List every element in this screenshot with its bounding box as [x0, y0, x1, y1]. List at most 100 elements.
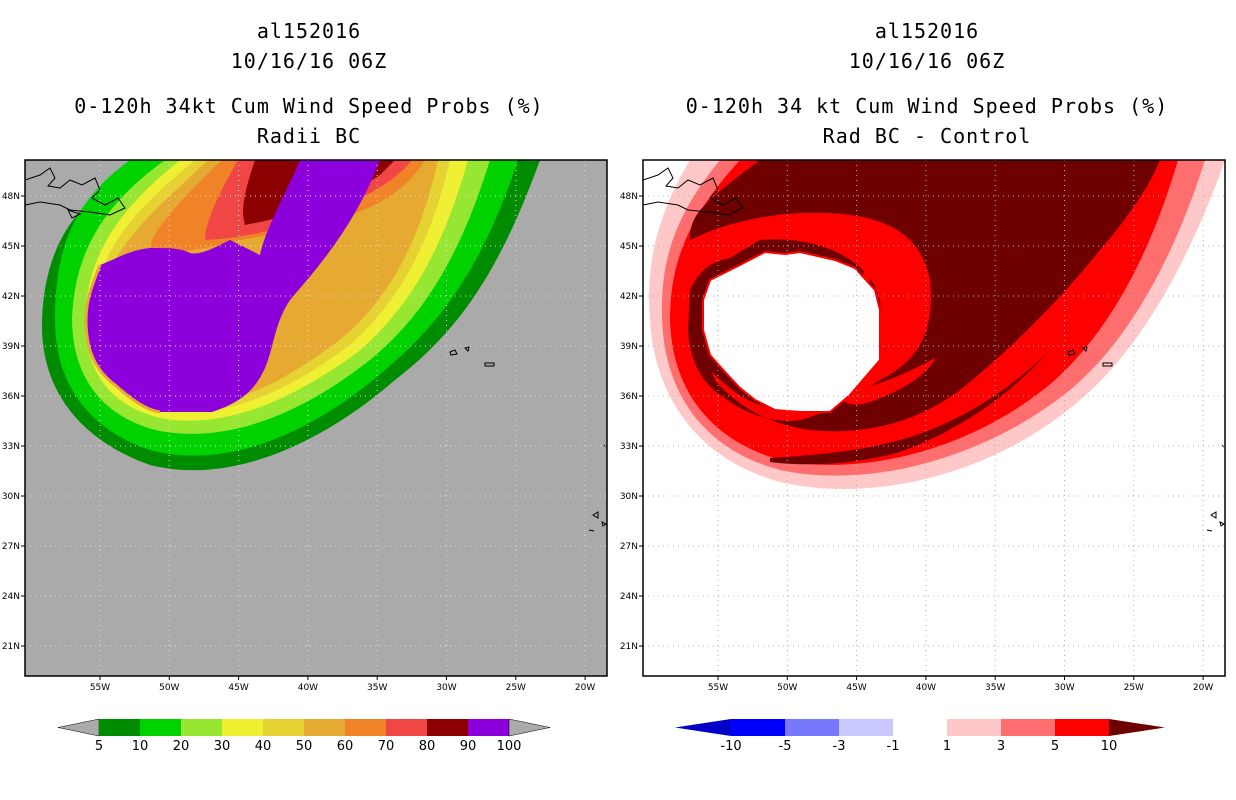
colorbar-swatch — [345, 719, 386, 736]
colorbar-label: 50 — [296, 739, 313, 754]
colorbar-swatch — [785, 719, 839, 736]
left-storm-id: al152016 — [256, 19, 362, 43]
lon-label: 50W — [159, 683, 179, 693]
left-gridlines — [25, 160, 607, 676]
right-map: 48N 45N 42N 39N 36N 33N 30N 27N 24N 21N 55W 50W 45W… — [620, 159, 1226, 693]
colorbar-label: -3 — [833, 739, 846, 754]
lat-label: 45N — [620, 242, 638, 252]
lon-label: 25W — [506, 683, 526, 693]
colorbar-swatch — [731, 719, 785, 736]
lat-label: 48N — [620, 192, 638, 202]
colorbar-label: 60 — [337, 739, 354, 754]
left-chart-subtitle: Radii BC — [256, 124, 362, 148]
left-lon-labels: 55W 50W 45W 40W 35W 30W 25W 20W — [90, 676, 595, 693]
colorbar-label: 10 — [1101, 739, 1118, 754]
colorbar-swatch — [893, 719, 947, 736]
colorbar-swatch — [427, 719, 468, 736]
left-map-frame — [24, 159, 608, 677]
diff-contour-gt10-band — [770, 350, 1050, 465]
lon-label: 25W — [1124, 683, 1144, 693]
lon-label: 50W — [777, 683, 797, 693]
lat-label: 30N — [2, 492, 20, 502]
colorbar-right-arrow — [508, 718, 551, 737]
contour-edge — [84, 264, 161, 414]
colorbar-swatch — [222, 719, 263, 736]
lat-label: 21N — [2, 642, 20, 652]
right-storm-id: al152016 — [874, 19, 980, 43]
colorbar-label: 1 — [943, 739, 951, 754]
right-lon-labels: 55W 50W 45W 40W 35W 30W 25W 20W — [708, 676, 1213, 693]
lon-label: 20W — [1193, 683, 1213, 693]
lon-label: 55W — [90, 683, 110, 693]
colorbar-label: 90 — [460, 739, 477, 754]
colorbar-label: 10 — [132, 739, 149, 754]
colorbar-swatch — [947, 719, 1001, 736]
left-probability-contours — [41, 160, 541, 471]
colorbar-swatch — [1001, 719, 1055, 736]
colorbar-swatch — [468, 719, 509, 736]
diff-contour-inner-band — [840, 358, 935, 405]
left-colorbar: 5 10 20 30 40 50 60 70 80 90 100 — [57, 718, 551, 754]
diff-contour-zero-hole — [702, 250, 881, 413]
right-chart-title: 0-120h 34 kt Cum Wind Speed Probs (%) — [685, 94, 1169, 118]
lat-label: 39N — [2, 342, 20, 352]
lon-label: 45W — [846, 683, 866, 693]
colorbar-label: -1 — [887, 739, 900, 754]
lon-label: 45W — [228, 683, 248, 693]
colorbar-swatch — [839, 719, 893, 736]
colorbar-label: 70 — [378, 739, 395, 754]
right-panel-title: al152016 10/16/16 06Z 0-120h 34 kt Cum W… — [618, 16, 1236, 151]
right-coastlines — [643, 167, 1225, 532]
lat-label: 33N — [2, 442, 20, 452]
colorbar-left-arrow — [675, 719, 731, 736]
colorbar-swatch — [181, 719, 222, 736]
colorbar-swatch — [140, 719, 181, 736]
lon-label: 30W — [436, 683, 456, 693]
right-difference-contours — [649, 160, 1225, 490]
contour-90-100 — [86, 160, 380, 412]
colorbar-swatch — [1055, 719, 1109, 736]
colorbar-swatch — [263, 719, 304, 736]
colorbar-swatch — [304, 719, 345, 736]
lat-label: 36N — [2, 392, 20, 402]
lat-label: 24N — [620, 592, 638, 602]
colorbar-label: 3 — [997, 739, 1005, 754]
lon-label: 20W — [575, 683, 595, 693]
colorbar-label: -10 — [720, 739, 741, 754]
lat-label: 30N — [620, 492, 638, 502]
colorbar-label: -5 — [779, 739, 792, 754]
colorbar-left-arrow — [57, 718, 100, 737]
colorbar-right-arrow — [1109, 719, 1165, 736]
lon-label: 35W — [367, 683, 387, 693]
right-gridlines — [643, 160, 1225, 676]
lat-label: 45N — [2, 242, 20, 252]
colorbar-label: 80 — [419, 739, 436, 754]
lat-label: 48N — [2, 192, 20, 202]
colorbar-label: 30 — [214, 739, 231, 754]
lon-label: 40W — [298, 683, 318, 693]
colorbar-label: 5 — [95, 739, 103, 754]
lat-label: 27N — [2, 542, 20, 552]
colorbar-swatch — [386, 719, 427, 736]
lat-label: 36N — [620, 392, 638, 402]
lat-label: 21N — [620, 642, 638, 652]
lat-label: 39N — [620, 342, 638, 352]
colorbar-label: 100 — [497, 739, 522, 754]
left-panel-title: al152016 10/16/16 06Z 0-120h 34kt Cum Wi… — [0, 16, 618, 151]
right-map-frame — [642, 159, 1226, 677]
colorbar-label: 40 — [255, 739, 272, 754]
left-coastlines — [25, 167, 607, 532]
lon-label: 30W — [1054, 683, 1074, 693]
left-datetime: 10/16/16 06Z — [230, 49, 388, 73]
lon-label: 55W — [708, 683, 728, 693]
right-datetime: 10/16/16 06Z — [848, 49, 1006, 73]
lon-label: 35W — [985, 683, 1005, 693]
right-chart-subtitle: Rad BC - Control — [822, 124, 1032, 148]
lat-label: 24N — [2, 592, 20, 602]
colorbar-label: 20 — [173, 739, 190, 754]
left-chart-title: 0-120h 34kt Cum Wind Speed Probs (%) — [74, 94, 544, 118]
lon-label: 40W — [916, 683, 936, 693]
lat-label: 33N — [620, 442, 638, 452]
left-lat-labels: 48N 45N 42N 39N 36N 33N 30N 27N 24N 21N — [2, 192, 25, 652]
